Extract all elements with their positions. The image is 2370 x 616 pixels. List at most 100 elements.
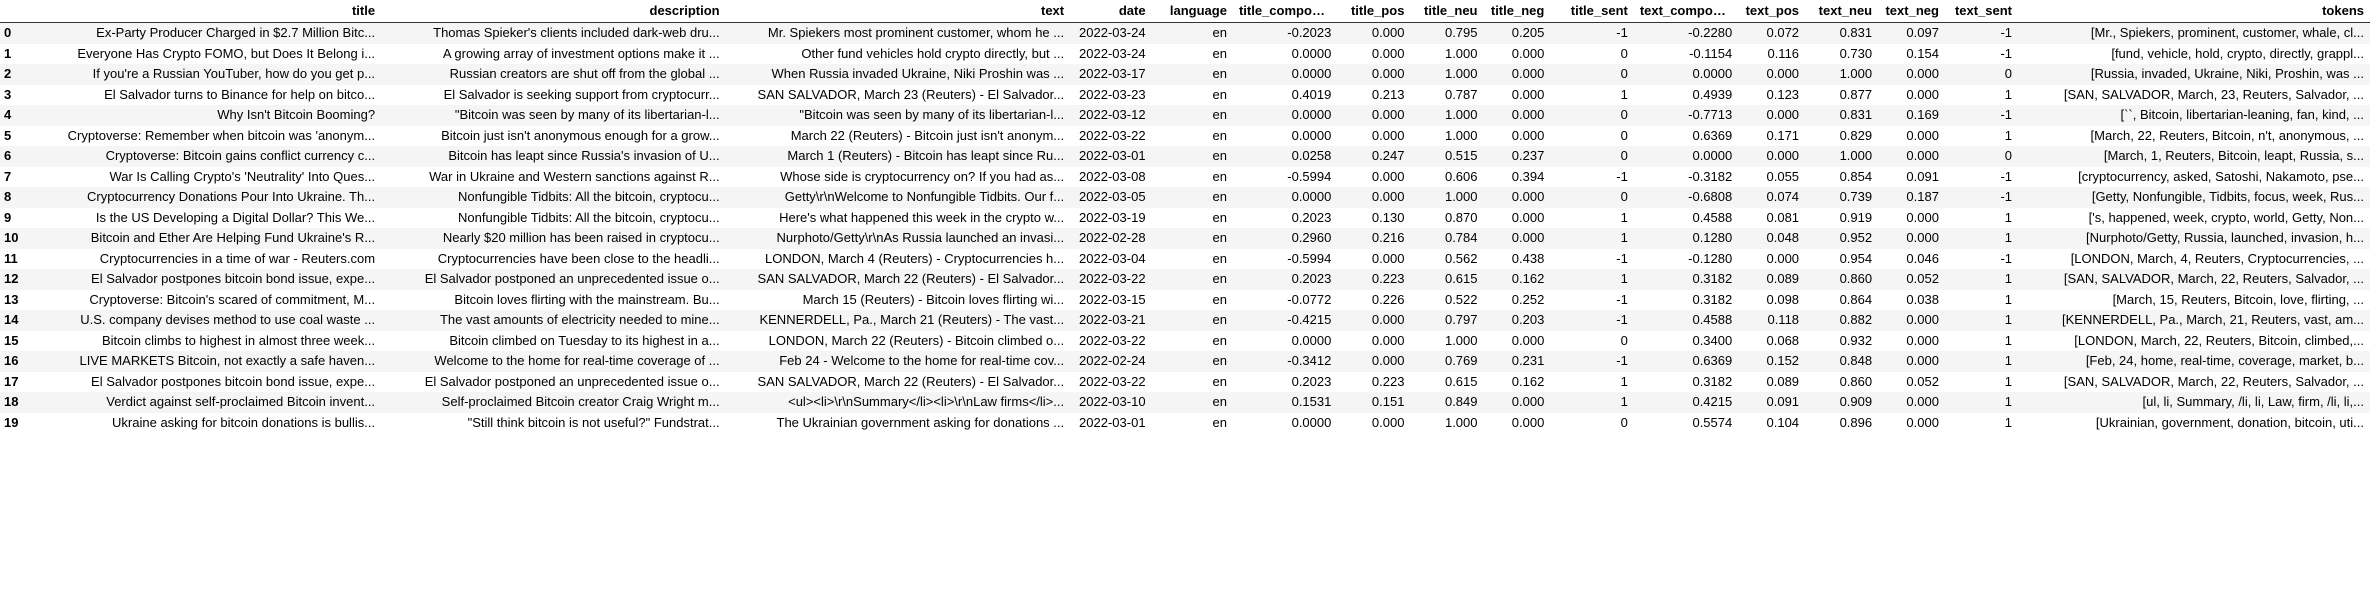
cell-text-neu: 0.896 — [1839, 414, 1873, 430]
cell-language: en — [1212, 127, 1227, 143]
cell-text-sent: 1 — [2004, 353, 2013, 368]
cell-text-neg: 0.000 — [1906, 86, 1939, 102]
cell-description: "Still think bitcoin is not useful?" Fun… — [467, 414, 720, 430]
cell-text-compound: 0.6369 — [1692, 353, 1733, 368]
cell-title: Cryptocurrency Donations Pour Into Ukrai… — [87, 189, 376, 204]
column-header-text-neg: text_neg — [1878, 0, 1945, 23]
cell-description: Cryptocurrencies have been close to the … — [437, 250, 720, 266]
dataframe-table: title description text date language title_co… — [0, 0, 2370, 430]
cell-date: 2022-03-21 — [1079, 312, 1146, 327]
cell-title-pos: 0.223 — [1371, 271, 1405, 286]
cell-date: 2022-03-19 — [1079, 209, 1146, 225]
row-index: 5 — [4, 127, 12, 143]
cell-language: en — [1212, 373, 1227, 389]
row-index: 2 — [4, 66, 12, 81]
cell-title-compound: 0.0000 — [1291, 414, 1332, 430]
cell-title-pos: 0.000 — [1371, 353, 1405, 368]
cell-text-compound: -0.6808 — [1688, 189, 1733, 204]
row-index: 4 — [4, 107, 12, 122]
cell-description: Bitcoin has leapt since Russia's invasio… — [448, 148, 720, 163]
cell-text-pos: 0.152 — [1766, 353, 1800, 368]
cell-title-neg: 0.000 — [1511, 127, 1545, 143]
cell-title: Ex-Party Producer Charged in $2.7 Millio… — [96, 25, 376, 40]
cell-title-sent: -1 — [1616, 291, 1628, 307]
cell-tokens: [Russia, invaded, Ukraine, Niki, Proshin… — [2090, 66, 2364, 81]
cell-title-sent: 1 — [1620, 373, 1628, 389]
cell-title-sent: -1 — [1616, 250, 1628, 266]
cell-text-neg: 0.000 — [1906, 127, 1939, 143]
cell-title-sent: 0 — [1620, 45, 1628, 61]
cell-text-compound: 0.3400 — [1692, 332, 1733, 348]
cell-date: 2022-02-28 — [1079, 230, 1146, 245]
column-header-text-neu: text_neu — [1805, 0, 1879, 23]
cell-title-neg: 0.000 — [1511, 394, 1545, 409]
cell-text-neg: 0.000 — [1906, 394, 1939, 409]
cell-language: en — [1212, 271, 1227, 286]
cell-title-compound: 0.2960 — [1291, 230, 1332, 245]
cell-text-compound: 0.0000 — [1692, 66, 1733, 81]
cell-text-pos: 0.171 — [1766, 127, 1800, 143]
cell-description: War in Ukraine and Western sanctions aga… — [429, 168, 720, 184]
row-index: 9 — [4, 209, 12, 225]
cell-title-pos: 0.213 — [1371, 86, 1405, 102]
cell-text-sent: -1 — [2000, 168, 2013, 184]
cell-title-sent: 1 — [1620, 271, 1628, 286]
cell-title-pos: 0.000 — [1371, 25, 1405, 40]
cell-title-sent: 1 — [1620, 86, 1628, 102]
cell-text-neg: 0.091 — [1906, 168, 1939, 184]
table-row: 18 Verdict against self-proclaimed Bitcoi… — [0, 392, 2370, 413]
cell-text: Mr. Spiekers most prominent customer, wh… — [767, 25, 1065, 40]
cell-text-neg: 0.097 — [1906, 25, 1939, 40]
row-index: 0 — [4, 25, 12, 40]
column-header-title-neg: title_neg — [1483, 0, 1551, 23]
cell-text-pos: 0.068 — [1766, 332, 1800, 348]
cell-title-neu: 0.615 — [1444, 373, 1478, 389]
cell-title-sent: 0 — [1620, 332, 1628, 348]
cell-text-sent: -1 — [2000, 45, 2013, 61]
cell-text-neu: 0.848 — [1839, 353, 1873, 368]
cell-title-neu: 0.606 — [1444, 168, 1478, 184]
cell-title-neg: 0.205 — [1511, 25, 1545, 40]
cell-title-pos: 0.000 — [1371, 107, 1405, 122]
row-index: 1 — [4, 45, 12, 61]
cell-language: en — [1212, 414, 1227, 430]
cell-title-pos: 0.223 — [1371, 373, 1405, 389]
table-row: 10 Bitcoin and Ether Are Helping Fund Ukr… — [0, 228, 2370, 249]
cell-description: The vast amounts of electricity needed t… — [439, 312, 720, 327]
cell-text-compound: 0.1280 — [1692, 230, 1733, 245]
cell-language: en — [1212, 312, 1227, 327]
cell-title-sent: -1 — [1616, 312, 1628, 327]
cell-title-sent: 0 — [1620, 107, 1628, 122]
cell-title: El Salvador postpones bitcoin bond issue… — [91, 373, 376, 389]
row-index: 7 — [4, 168, 12, 184]
cell-text-compound: -0.3182 — [1688, 168, 1733, 184]
table-row: 8 Cryptocurrency Donations Pour Into Ukra… — [0, 187, 2370, 208]
cell-date: 2022-03-01 — [1079, 414, 1146, 430]
cell-title-compound: -0.5994 — [1287, 250, 1332, 266]
cell-title-pos: 0.000 — [1371, 189, 1405, 204]
cell-text-compound: 0.4215 — [1692, 394, 1733, 409]
cell-language: en — [1212, 107, 1227, 122]
cell-tokens: [SAN, SALVADOR, March, 22, Reuters, Salv… — [2063, 373, 2364, 389]
row-index: 19 — [4, 414, 19, 430]
header-row: title description text date language title_co… — [0, 0, 2370, 23]
cell-text-neg: 0.169 — [1906, 107, 1939, 122]
cell-date: 2022-03-08 — [1079, 168, 1146, 184]
cell-text: Getty\r\nWelcome to Nonfungible Tidbits.… — [784, 189, 1065, 204]
cell-text: <ul><li>\r\nSummary</li><li>\r\nLaw firm… — [788, 394, 1065, 409]
cell-tokens: [ul, li, Summary, /li, li, Law, firm, /l… — [2142, 394, 2364, 409]
cell-title-neu: 0.769 — [1444, 353, 1478, 368]
column-header-title-pos: title_pos — [1337, 0, 1411, 23]
cell-text-neu: 0.932 — [1839, 332, 1873, 348]
cell-date: 2022-03-01 — [1079, 148, 1146, 163]
cell-title: El Salvador turns to Binance for help on… — [104, 86, 376, 102]
cell-text-compound: 0.6369 — [1692, 127, 1733, 143]
cell-text-compound: 0.0000 — [1692, 148, 1733, 163]
cell-title-neg: 0.000 — [1511, 332, 1545, 348]
cell-description: "Bitcoin was seen by many of its liberta… — [454, 107, 720, 122]
table-row: 17 El Salvador postpones bitcoin bond iss… — [0, 371, 2370, 392]
cell-text-sent: 1 — [2004, 86, 2013, 102]
cell-tokens: [LONDON, March, 22, Reuters, Bitcoin, cl… — [2074, 332, 2364, 348]
cell-date: 2022-03-05 — [1079, 189, 1146, 204]
cell-title-neg: 0.000 — [1511, 414, 1545, 430]
